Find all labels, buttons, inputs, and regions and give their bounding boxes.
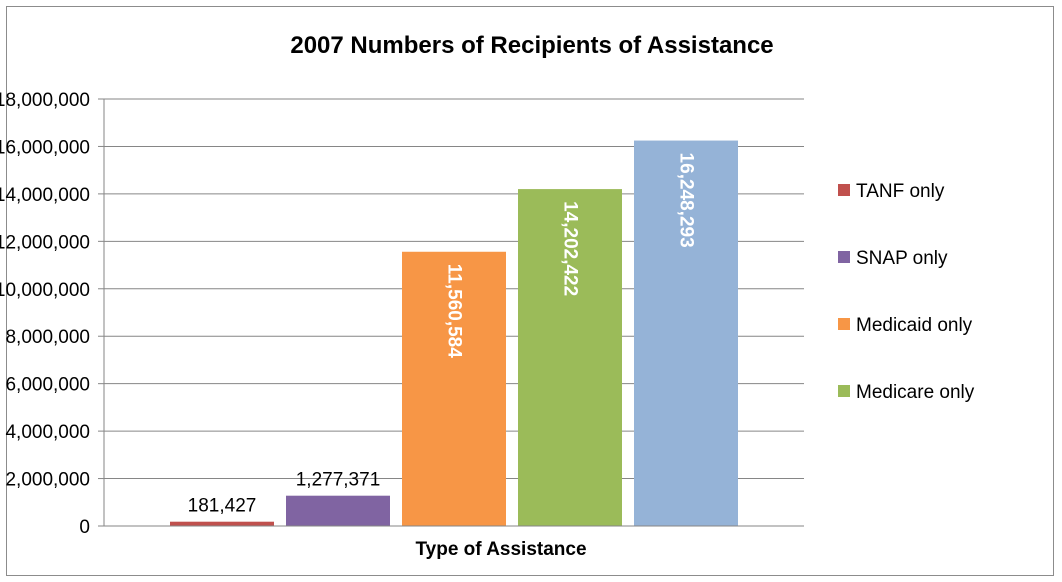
y-tick-label: 0	[79, 517, 90, 538]
legend-label: Medicare only	[856, 382, 975, 403]
data-label: 181,427	[188, 496, 257, 517]
chart-title: 2007 Numbers of Recipients of Assistance	[290, 32, 773, 59]
y-tick-label: 4,000,000	[5, 422, 90, 443]
data-label: 1,277,371	[296, 470, 381, 491]
y-tick-label: 14,000,000	[0, 185, 90, 206]
bar	[170, 521, 274, 526]
legend-swatch	[838, 385, 850, 397]
legend-label: SNAP only	[856, 248, 948, 269]
data-label: 11,560,584	[444, 264, 465, 358]
y-tick-label: 8,000,000	[5, 327, 90, 348]
y-tick-label: 16,000,000	[0, 137, 90, 158]
y-tick-label: 2,000,000	[5, 470, 90, 491]
bars	[170, 140, 738, 527]
bar	[518, 189, 622, 527]
bar	[634, 140, 738, 526]
data-label: 16,248,293	[676, 153, 697, 248]
y-tick-label: 10,000,000	[0, 280, 90, 301]
data-label: 14,202,422	[560, 201, 581, 296]
bar	[286, 495, 390, 526]
legend-swatch	[838, 184, 850, 196]
x-axis-title: Type of Assistance	[415, 539, 586, 560]
legend-label: TANF only	[856, 181, 945, 202]
legend: TANF only SNAP only Medicaid only Medicare …	[838, 181, 975, 403]
y-tick-label: 18,000,000	[0, 90, 90, 111]
legend-label: Medicaid only	[856, 315, 973, 336]
y-axis-ticks: 0 2,000,000 4,000,000 6,000,000 8,000,000 10,…	[0, 90, 105, 538]
y-tick-label: 6,000,000	[5, 375, 90, 396]
legend-swatch	[838, 318, 850, 330]
y-tick-label: 12,000,000	[0, 232, 90, 253]
data-labels: 181,427 1,277,371 11,560,584 14,202,422 16,2…	[188, 153, 697, 517]
bar	[402, 251, 506, 526]
legend-swatch	[838, 251, 850, 263]
